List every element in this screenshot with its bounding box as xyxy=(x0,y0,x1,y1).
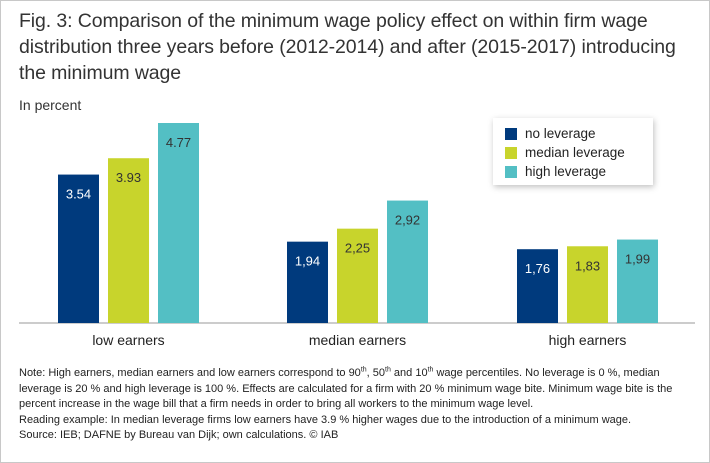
bar-median-earners-no-leverage xyxy=(287,241,328,323)
bar-high-earners-no-leverage xyxy=(517,249,558,323)
category-label-low-earners: low earners xyxy=(92,332,164,348)
legend-label-high-leverage: high leverage xyxy=(525,164,607,179)
data-label-low-earners-median-leverage: 3.93 xyxy=(116,170,141,185)
source-line: Source: IEB; DAFNE by Bureau van Dijk; o… xyxy=(19,429,339,441)
data-label-median-earners-median-leverage: 2,25 xyxy=(345,241,370,256)
legend-label-no-leverage: no leverage xyxy=(525,126,596,141)
legend-item-high-leverage: high leverage xyxy=(505,162,653,181)
legend-label-median-leverage: median leverage xyxy=(525,145,625,160)
data-label-median-earners-high-leverage: 2,92 xyxy=(395,213,420,228)
legend: no leverage median leverage high leverag… xyxy=(493,118,653,185)
note-text: Note: High earners, median earners and l… xyxy=(19,366,673,410)
legend-swatch-high-leverage xyxy=(505,165,517,178)
bar-low-earners-no-leverage xyxy=(58,174,99,323)
bar-high-earners-median-leverage xyxy=(567,246,608,323)
bar-low-earners-median-leverage xyxy=(108,158,149,323)
bar-median-earners-high-leverage xyxy=(387,200,428,323)
category-labels: low earners median earners high earners xyxy=(92,332,626,348)
category-label-high-earners: high earners xyxy=(549,332,627,348)
data-label-high-earners-median-leverage: 1,83 xyxy=(575,258,600,273)
data-label-high-earners-no-leverage: 1,76 xyxy=(525,261,550,276)
data-label-low-earners-high-leverage: 4.77 xyxy=(166,135,191,150)
bar-median-earners-median-leverage xyxy=(337,228,378,323)
category-label-median-earners: median earners xyxy=(309,332,406,348)
data-label-low-earners-no-leverage: 3.54 xyxy=(66,187,91,202)
legend-swatch-no-leverage xyxy=(505,127,517,140)
bar-group: 3.54 3.93 4.77 1,94 2,25 2,92 1,76 1,83 1,99 xyxy=(58,123,658,323)
bar-low-earners-high-leverage xyxy=(158,123,199,323)
legend-swatch-median-leverage xyxy=(505,146,517,159)
legend-item-no-leverage: no leverage xyxy=(505,124,653,143)
data-label-high-earners-high-leverage: 1,99 xyxy=(625,252,650,267)
data-label-median-earners-no-leverage: 1,94 xyxy=(295,254,320,269)
y-axis-unit-label: In percent xyxy=(19,97,82,113)
chart-title: Fig. 3: Comparison of the minimum wage p… xyxy=(19,10,676,84)
bar-high-earners-high-leverage xyxy=(617,239,658,323)
chart-notes: Note: High earners, median earners and l… xyxy=(19,366,695,444)
reading-example: Reading example: In median leverage firm… xyxy=(19,413,632,426)
legend-item-median-leverage: median leverage xyxy=(505,143,653,162)
